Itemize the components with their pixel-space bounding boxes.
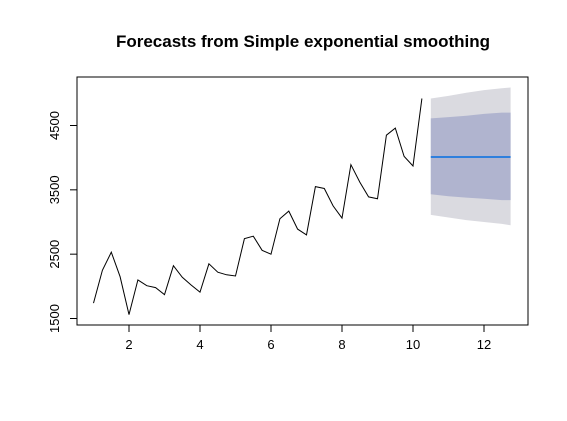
chart-title: Forecasts from Simple exponential smooth… xyxy=(116,32,490,51)
x-tick-label: 8 xyxy=(338,337,345,352)
y-tick-label: 4500 xyxy=(47,111,62,140)
y-tick-label: 3500 xyxy=(47,175,62,204)
axes-layer: 2 4 6 8 10 12 1500 2500 3500 4500 xyxy=(47,111,491,352)
x-tick-label: 4 xyxy=(196,337,203,352)
y-tick-label: 2500 xyxy=(47,240,62,269)
y-tick-label: 1500 xyxy=(47,304,62,333)
observed-line xyxy=(93,98,423,315)
x-tick-label: 6 xyxy=(267,337,274,352)
x-tick-label: 10 xyxy=(406,337,420,352)
x-tick-label: 12 xyxy=(477,337,491,352)
x-tick-label: 2 xyxy=(125,337,132,352)
plot-layer xyxy=(93,87,511,315)
